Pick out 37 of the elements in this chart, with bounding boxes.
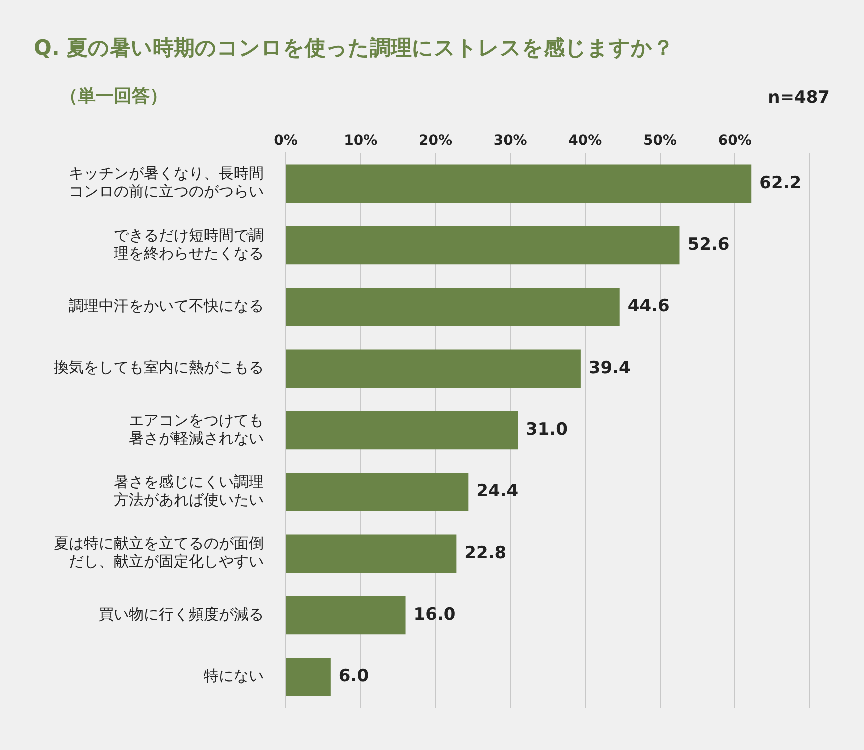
x-tick-label: 50% — [644, 133, 678, 150]
data-label: 62.2 — [760, 173, 802, 194]
chart-title: Q. 夏の暑い時期のコンロを使った調理にストレスを感じますか？ — [34, 35, 674, 62]
x-tick-label: 0% — [274, 133, 298, 150]
bar — [286, 350, 581, 388]
y-tick-label: 調理中汗をかいて不快になる — [69, 297, 264, 316]
y-tick-label: 換気をしても室内に熱がこもる — [54, 358, 264, 377]
y-tick-label: エアコンをつけても暑さが軽減されない — [129, 411, 264, 448]
x-tick-label: 60% — [718, 133, 752, 150]
bar — [286, 658, 331, 696]
text: （単一回答） — [60, 85, 168, 108]
y-tick-label: できるだけ短時間で調理を終わらせたくなる — [114, 226, 264, 262]
bar — [286, 164, 752, 203]
y-tick-label: 特にない — [204, 667, 264, 686]
data-label: 22.8 — [464, 543, 507, 564]
y-tick-label: キッチンが暑くなり、長時間コンロの前に立つのがつらい — [69, 164, 264, 201]
y-tick-label: 夏は特に献立を立てるのが面倒だし、献立が固定化しやすい — [54, 534, 264, 571]
bar — [286, 534, 457, 573]
x-tick-label: 20% — [418, 133, 452, 150]
data-label: 52.6 — [688, 234, 730, 255]
data-label: 31.0 — [526, 420, 568, 440]
bar — [286, 226, 680, 265]
y-tick-label: 暑さを感じにくい調理方法があれば使いたい — [114, 473, 264, 510]
y-tick-label: 買い物に行く頻度が減る — [99, 605, 264, 624]
bar — [286, 596, 406, 635]
x-tick-label: 40% — [568, 133, 602, 150]
data-label: 24.4 — [476, 482, 519, 502]
text: n=487 — [768, 88, 830, 108]
bar — [286, 288, 620, 326]
data-label: 16.0 — [414, 604, 456, 625]
bar — [286, 411, 518, 450]
bar — [286, 473, 469, 512]
data-label: 44.6 — [628, 296, 670, 317]
x-tick-label: 10% — [344, 133, 378, 150]
x-tick-label: 30% — [494, 133, 528, 150]
data-label: 6.0 — [338, 666, 370, 687]
data-label: 39.4 — [588, 358, 632, 378]
